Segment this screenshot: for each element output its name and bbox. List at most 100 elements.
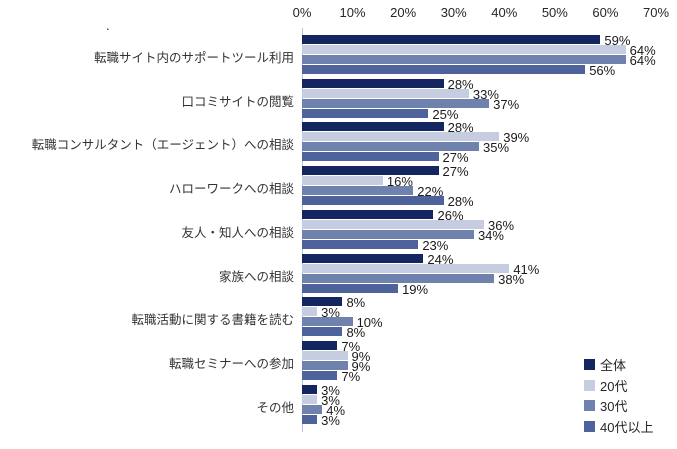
bar-value-label: 27% [442,164,469,180]
x-tick-label: 0% [292,5,312,20]
bar-value-label: 19% [402,281,429,297]
legend-label: 30代 [600,399,628,414]
bar [302,186,414,196]
category-label: ハローワークへの相談 [168,182,294,197]
bar-value-label: 28% [447,120,474,136]
bar-value-label: 4% [326,402,346,418]
bar [302,350,348,360]
bar [302,78,444,88]
bar [302,142,479,152]
bar [302,384,318,394]
bar-value-label: 64% [629,43,656,58]
bar-value-label: 64% [629,53,656,68]
bar [302,152,439,162]
x-tick-label: 10% [339,5,366,20]
category-label: 転職コンサルタント（エージェント）への相談 [31,138,294,153]
bar [302,317,353,327]
bar [302,263,510,273]
bar-value-label: 8% [346,325,366,341]
bar [302,297,343,307]
bar [302,229,474,239]
bar-value-label: 38% [498,271,525,287]
bar [302,132,500,142]
bar [302,360,348,370]
category-label: 転職セミナーへの参加 [168,356,294,371]
bar-value-label: 41% [513,261,540,277]
bar-value-label: 7% [341,368,361,384]
legend-label: 20代 [600,378,628,394]
bar [302,65,586,74]
bar [302,283,399,293]
legend: 全体 20代 30代 40代以上 [584,358,653,440]
bar-value-label: 16% [386,174,413,190]
bar [302,196,444,206]
legend-label: 40代以上 [600,419,654,435]
bar-value-label: 35% [483,140,510,156]
bar [302,370,338,380]
bar-value-label: 28% [447,194,474,210]
bar-value-label: 59% [604,33,631,48]
bar [302,340,338,350]
bar-value-label: 9% [351,358,371,374]
bar-value-label: 33% [472,86,499,102]
bar [302,273,495,283]
bar-value-label: 9% [351,348,371,364]
bar-value-label: 10% [356,315,383,331]
bar [302,394,318,404]
legend-swatch [584,400,595,411]
x-tick-label: 40% [491,5,518,20]
legend-swatch [584,420,595,432]
bar-value-label: 34% [477,227,504,243]
bar [302,219,485,229]
bar-value-label: 26% [437,207,464,223]
bar [302,404,323,414]
bar-value-label: 3% [321,305,340,321]
bar [302,55,626,64]
bar-value-label: 24% [427,251,454,267]
bar-value-label: 27% [442,150,469,166]
bar-value-label: 3% [321,382,340,398]
bar [302,122,444,132]
bar [302,253,424,263]
bar [302,176,383,186]
bar [302,307,318,317]
bar-value-label: 23% [422,237,449,253]
bar-value-label: 39% [503,130,530,146]
legend-item: 40代以上 [584,419,654,435]
bar-value-label: 22% [417,184,444,200]
category-label: 家族への相談 [218,269,294,284]
category-label: 友人・知人への相談 [181,225,294,240]
bar [302,209,434,219]
bar-value-label: 56% [589,63,616,78]
bar-value-label: 3% [321,392,340,408]
x-tick-label: 20% [390,5,417,20]
legend-item: 全体 [584,358,653,373]
bar-value-label: 3% [321,412,340,428]
category-label: 転職サイト内のサポートツール利用 [93,51,294,65]
category-label: その他 [256,400,294,415]
legend-swatch [584,359,595,370]
bar [302,108,429,118]
bar [302,327,343,337]
legend-label: 全体 [600,358,627,373]
bar [302,414,318,424]
bar-value-label: 28% [447,76,474,92]
bar [302,239,419,249]
bar [302,88,469,98]
bar [302,45,626,54]
legend-item: 30代 [584,399,653,414]
x-tick-label: 30% [440,5,467,20]
category-label: 口コミサイトの閲覧 [181,94,294,109]
x-tick-label: 70% [642,5,670,20]
stray-mark: . [106,18,110,33]
bar [302,35,601,44]
bar-value-label: 36% [488,217,515,233]
x-tick-label: 50% [541,5,568,20]
bar [302,166,439,176]
legend-item: 20代 [584,378,653,394]
bar [302,98,490,108]
bar-value-label: 37% [493,96,520,112]
category-label: 転職活動に関する書籍を読む [131,313,294,328]
legend-swatch [584,379,595,391]
